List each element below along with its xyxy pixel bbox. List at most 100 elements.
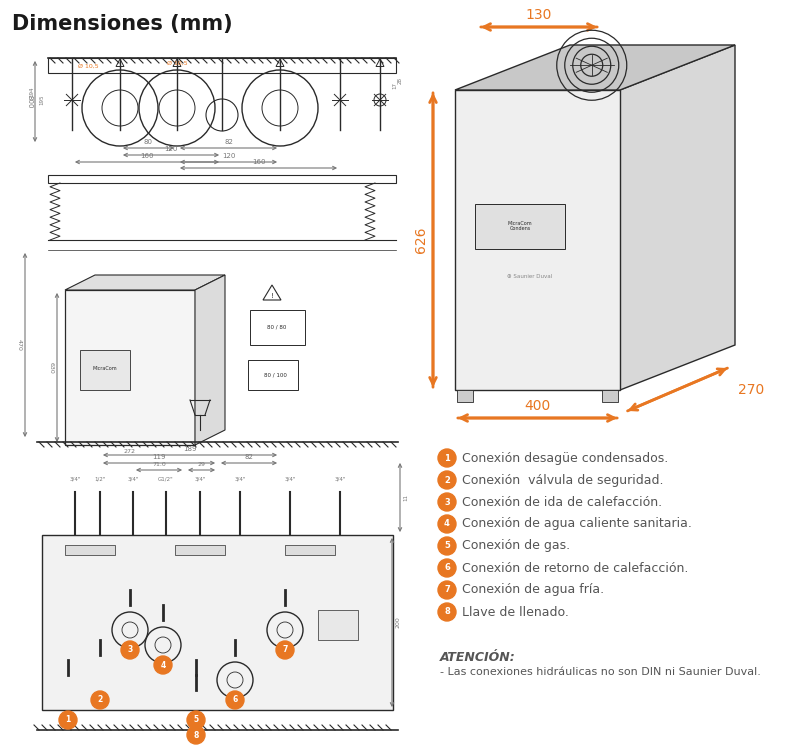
Text: 82: 82: [245, 454, 254, 460]
Text: ⊕ Saunier Duval: ⊕ Saunier Duval: [506, 274, 552, 278]
Polygon shape: [455, 45, 735, 90]
Circle shape: [187, 726, 205, 744]
Text: Conexión de agua caliente sanitaria.: Conexión de agua caliente sanitaria.: [462, 518, 692, 530]
Text: 1: 1: [66, 716, 70, 725]
Text: 29: 29: [198, 462, 206, 467]
Text: Conexión de gas.: Conexión de gas.: [462, 539, 570, 553]
Text: 80 / 80: 80 / 80: [267, 325, 286, 330]
Circle shape: [438, 559, 456, 577]
Bar: [318, 610, 358, 640]
Bar: [42, 535, 393, 710]
Text: 160: 160: [140, 153, 154, 159]
Text: 6: 6: [232, 696, 238, 705]
Bar: [175, 545, 225, 555]
Text: 2: 2: [98, 696, 102, 705]
Bar: [475, 204, 565, 249]
Bar: [192, 388, 208, 400]
Text: ATENCIÓN:: ATENCIÓN:: [440, 651, 516, 664]
Text: 3/4": 3/4": [127, 476, 138, 481]
Bar: [457, 390, 473, 402]
Bar: [65, 545, 115, 555]
Text: 3/4": 3/4": [284, 476, 296, 481]
Circle shape: [91, 691, 109, 709]
Polygon shape: [620, 45, 735, 390]
Polygon shape: [195, 275, 225, 445]
Text: 5: 5: [194, 716, 198, 725]
Text: 7: 7: [444, 586, 450, 595]
Text: 194: 194: [29, 87, 34, 97]
Text: 3: 3: [127, 646, 133, 654]
Text: 11: 11: [403, 494, 408, 501]
Text: 1/2": 1/2": [94, 476, 106, 481]
Text: 3/4": 3/4": [334, 476, 346, 481]
Circle shape: [438, 493, 456, 511]
Text: 1: 1: [444, 453, 450, 462]
Text: Conexión de ida de calefacción.: Conexión de ida de calefacción.: [462, 495, 662, 509]
Text: MicraCom
Condens: MicraCom Condens: [508, 221, 532, 231]
Polygon shape: [65, 275, 225, 290]
Circle shape: [154, 656, 172, 674]
Bar: [285, 545, 335, 555]
Text: 3: 3: [444, 497, 450, 506]
Text: Conexión desagüe condensados.: Conexión desagüe condensados.: [462, 452, 668, 465]
Text: 200: 200: [395, 616, 400, 628]
Text: 8: 8: [194, 731, 198, 740]
Circle shape: [438, 603, 456, 621]
Text: 120: 120: [164, 146, 178, 152]
Text: 195: 195: [39, 95, 44, 105]
Circle shape: [438, 537, 456, 555]
Bar: [48, 58, 396, 73]
Text: - Las conexiones hidráulicas no son DIN ni Saunier Duval.: - Las conexiones hidráulicas no son DIN …: [440, 667, 761, 677]
Text: 28: 28: [398, 76, 403, 84]
Text: Conexión de retorno de calefacción.: Conexión de retorno de calefacción.: [462, 562, 688, 574]
Text: 470: 470: [17, 339, 22, 351]
Text: Llave de llenado.: Llave de llenado.: [462, 605, 569, 619]
Text: Conexión  válvula de seguridad.: Conexión válvula de seguridad.: [462, 473, 663, 486]
Text: 119: 119: [152, 454, 166, 460]
Text: 4: 4: [444, 520, 450, 529]
Text: 71.0: 71.0: [152, 462, 166, 467]
Text: 189: 189: [183, 446, 197, 452]
Text: 82: 82: [224, 139, 233, 145]
Text: 4: 4: [160, 660, 166, 669]
Text: Dimensiones (mm): Dimensiones (mm): [12, 14, 233, 34]
Text: G1/2": G1/2": [158, 476, 174, 481]
Text: 7: 7: [282, 646, 288, 654]
Text: 2: 2: [444, 476, 450, 485]
Text: MicraCom: MicraCom: [93, 366, 118, 371]
Text: 272: 272: [124, 449, 136, 454]
Text: 3/4": 3/4": [234, 476, 246, 481]
Text: Conexión de agua fría.: Conexión de agua fría.: [462, 583, 604, 596]
Circle shape: [438, 471, 456, 489]
Text: 630: 630: [49, 361, 54, 373]
Polygon shape: [455, 90, 620, 390]
Circle shape: [187, 711, 205, 729]
Bar: [250, 310, 305, 345]
Text: 6: 6: [444, 563, 450, 572]
Text: 130: 130: [526, 8, 552, 22]
Bar: [602, 390, 618, 402]
Circle shape: [59, 711, 77, 729]
Text: Ø 10,5: Ø 10,5: [78, 64, 98, 69]
Text: 626: 626: [414, 227, 428, 254]
Text: 3/4": 3/4": [70, 476, 81, 481]
Text: 80: 80: [144, 139, 153, 145]
Text: 160: 160: [252, 159, 266, 165]
Text: !: !: [270, 293, 274, 299]
Text: 17: 17: [392, 82, 397, 88]
Text: 400: 400: [524, 399, 550, 413]
Bar: [48, 175, 396, 183]
Bar: [248, 360, 298, 390]
Text: 270: 270: [738, 382, 764, 396]
Circle shape: [226, 691, 244, 709]
Circle shape: [121, 641, 139, 659]
Circle shape: [438, 449, 456, 467]
Circle shape: [438, 515, 456, 533]
Text: 5: 5: [444, 542, 450, 551]
Text: 3/4": 3/4": [194, 476, 206, 481]
Text: 8: 8: [444, 607, 450, 616]
Text: Ø 10,5: Ø 10,5: [166, 61, 187, 66]
Circle shape: [276, 641, 294, 659]
Bar: [80, 350, 130, 390]
Text: 120: 120: [222, 153, 235, 159]
